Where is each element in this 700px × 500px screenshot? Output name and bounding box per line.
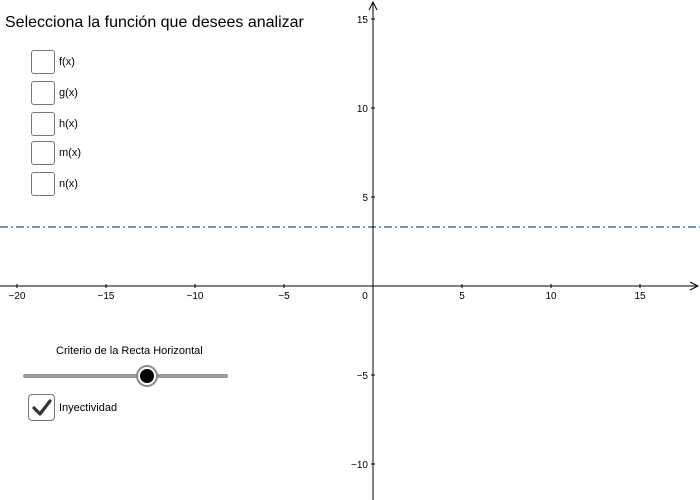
y-tick-label: 15 bbox=[357, 15, 369, 26]
slider-handle[interactable] bbox=[138, 367, 156, 385]
checkbox-label: m(x) bbox=[59, 147, 81, 159]
checkbox-label: g(x) bbox=[59, 87, 78, 99]
page-title: Selecciona la función que desees analiza… bbox=[5, 14, 308, 32]
x-tick-label: −5 bbox=[278, 291, 290, 302]
slider-track[interactable] bbox=[23, 374, 228, 378]
checkmark-icon bbox=[31, 398, 52, 416]
x-tick-label: −15 bbox=[98, 291, 115, 302]
y-axis-arrow bbox=[368, 0, 378, 11]
x-tick-label: 15 bbox=[634, 291, 646, 302]
x-tick-label: 10 bbox=[545, 291, 557, 302]
y-tick-label: −5 bbox=[357, 371, 369, 382]
y-tick-label: −10 bbox=[351, 460, 368, 471]
checkbox-label: n(x) bbox=[59, 178, 78, 190]
checkbox-m[interactable]: m(x) bbox=[31, 140, 81, 166]
checkbox-label: f(x) bbox=[59, 56, 75, 68]
x-axis-arrow bbox=[689, 281, 700, 291]
checkbox-h[interactable]: h(x) bbox=[31, 111, 78, 137]
x-axis-tick-labels: −20 −15 −10 −5 0 5 10 15 bbox=[9, 291, 646, 302]
y-axis-tick-labels: 15 10 5 −5 −10 bbox=[351, 15, 368, 471]
checkbox-box[interactable] bbox=[31, 141, 55, 165]
checkbox-injectivity[interactable]: Inyectividad bbox=[28, 394, 117, 421]
checkbox-label: h(x) bbox=[59, 118, 78, 130]
checkbox-box[interactable] bbox=[31, 172, 55, 196]
y-tick-label: 5 bbox=[362, 193, 368, 204]
checkbox-n[interactable]: n(x) bbox=[31, 171, 78, 197]
checkbox-box[interactable] bbox=[31, 112, 55, 136]
x-tick-label: 5 bbox=[459, 291, 465, 302]
y-tick-label: 10 bbox=[357, 104, 369, 115]
origin-label: 0 bbox=[362, 291, 368, 302]
checkbox-label: Inyectividad bbox=[59, 401, 118, 414]
x-axis-ticks bbox=[16, 284, 641, 288]
x-tick-label: −20 bbox=[9, 291, 26, 302]
checkbox-g[interactable]: g(x) bbox=[31, 80, 78, 106]
y-axis-ticks bbox=[371, 18, 375, 465]
checkbox-box[interactable] bbox=[31, 81, 55, 105]
x-tick-label: −10 bbox=[187, 291, 204, 302]
checkbox-box[interactable] bbox=[28, 394, 55, 421]
checkbox-box[interactable] bbox=[31, 50, 55, 74]
slider-label: Criterio de la Recta Horizontal bbox=[56, 345, 203, 357]
checkbox-f[interactable]: f(x) bbox=[31, 49, 75, 75]
